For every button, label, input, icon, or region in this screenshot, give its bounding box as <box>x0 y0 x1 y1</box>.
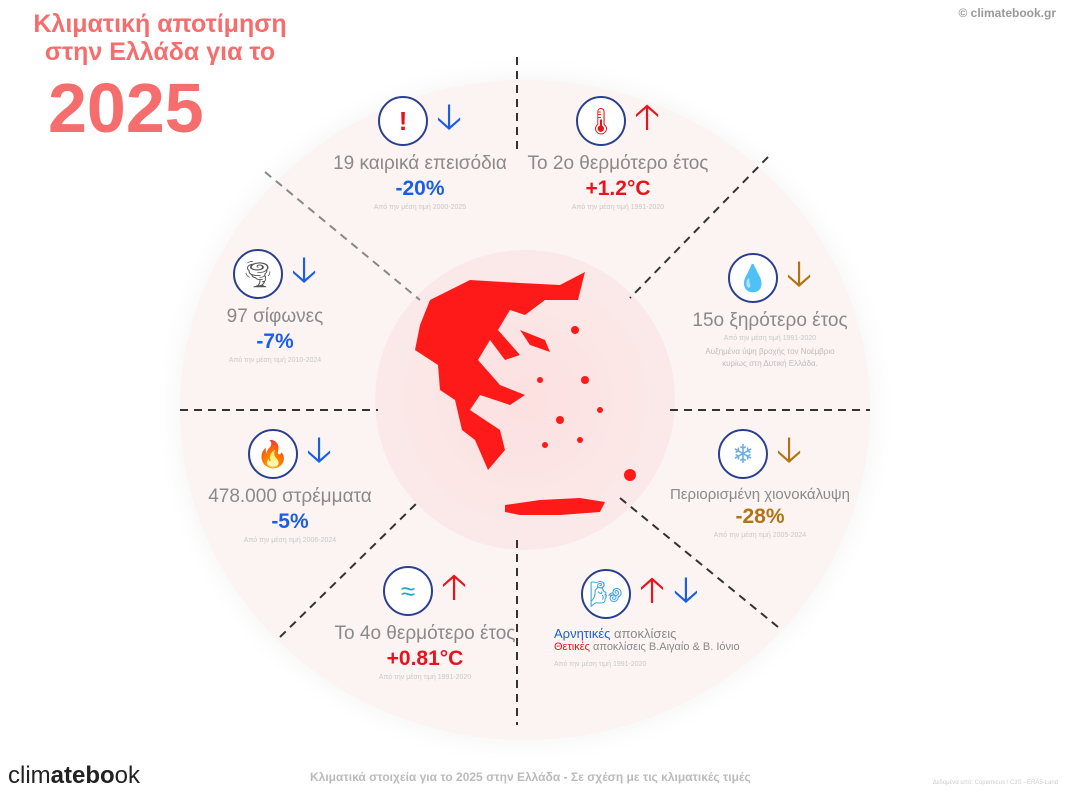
sector-sea: ≈ 🡡 Το 4ο θερμότερο έτος +0.81°C Από την … <box>315 565 535 682</box>
footer-caption: Κλιματικά στοιχεία για το 2025 στην Ελλά… <box>310 770 751 784</box>
arrow-up-icon: 🡡 <box>441 565 467 607</box>
wind-negative: Αρνητικές αποκλίσεις <box>530 626 750 641</box>
title-line-2: στην Ελλάδα για το <box>44 38 276 66</box>
arrow-down-icon: 🡣 <box>673 568 699 610</box>
divider-bottom-left <box>279 499 421 638</box>
sector-source: Από την μέση τιμή 2000-2025 <box>373 204 467 211</box>
page-title: Κλιματική αποτίμηση στην Ελλάδα για το <box>10 10 310 66</box>
divider-top-left <box>264 171 421 301</box>
sector-label: 15ο ξηρότερο έτος <box>692 310 848 331</box>
sector-value: -28% <box>735 505 785 528</box>
brand-logo: climatebook <box>8 762 140 790</box>
sector-value: -20% <box>395 177 445 200</box>
arrow-up-icon: 🡡 <box>639 568 665 610</box>
greece-map <box>415 272 636 515</box>
arrow-down-icon: 🡣 <box>291 248 317 290</box>
sector-label: 19 καιρικά επεισόδια <box>333 153 507 174</box>
arrow-down-icon: 🡣 <box>436 95 462 137</box>
title-line-1: Κλιματική αποτίμηση <box>33 10 287 38</box>
tornado-icon: 🌪 <box>233 249 284 299</box>
sector-source: Από την μέση τιμή 1991-2020 <box>378 674 472 681</box>
sector-source: Από την μέση τιμή 1991-2020 <box>723 335 817 342</box>
arrow-up-icon: 🡡 <box>634 95 660 137</box>
crete <box>505 498 605 515</box>
sector-label: Το 4ο θερμότερο έτος <box>334 623 516 644</box>
sector-snow: ❄ 🡣 Περιορισμένη χιονοκάλυψη -28% Από την… <box>650 428 870 540</box>
brand-part-bold: atebo <box>50 762 115 789</box>
sector-wind: 🌬 🡡 🡣 Αρνητικές αποκλίσεις Θετικές αποκλίσ… <box>530 568 750 669</box>
sector-label: 478.000 στρέμματα <box>208 486 372 507</box>
footer-sources: Δεδομένα από: Copernicus / C3S - ERA5-La… <box>932 780 1058 786</box>
positive-rest: αποκλίσεις Β.Αιγαίο & Β. Ιόνιο <box>589 641 740 653</box>
title-year: 2025 <box>48 69 204 147</box>
sector-value: +0.81°C <box>386 647 464 670</box>
arrow-down-icon: 🡣 <box>786 252 812 294</box>
exclamation-icon: ! <box>378 96 429 146</box>
sector-value: +1.2°C <box>585 177 651 200</box>
brand-part: ok <box>114 762 141 789</box>
sector-source: Από την μέση τιμή 2005-2024 <box>713 532 807 539</box>
thermometer-icon: 🌡 <box>576 96 627 146</box>
divider-top-right <box>629 156 769 299</box>
wind-positive: Θετικές αποκλίσεις Β.Αιγαίο & Β. Ιόνιο <box>530 641 750 653</box>
negative-rest: αποκλίσεις <box>610 626 677 641</box>
sector-value: -7% <box>256 330 294 353</box>
sector-note: Αυξημένα ύψη βροχής τον Νοέμβριο κυρίως … <box>705 347 835 368</box>
sector-tornadoes: 🌪 🡣 97 σίφωνες -7% Από την μέση τιμή 2010… <box>165 248 385 365</box>
sector-source: Από την μέση τιμή 2010-2024 <box>228 357 322 364</box>
mainland <box>415 272 585 470</box>
divider-bottom-right <box>619 497 779 628</box>
sector-source: Από την μέση τιμή 1991-2020 <box>571 204 665 211</box>
wind-icon: 🌬 <box>581 569 632 619</box>
water-drops-icon: 💧 <box>728 253 779 303</box>
sector-source: Από την μέση τιμή 2006-2024 <box>243 537 337 544</box>
sector-temperature: 🌡 🡡 Το 2ο θερμότερο έτος +1.2°C Από την μ… <box>508 95 728 212</box>
sector-label: 97 σίφωνες <box>226 306 324 327</box>
sector-label: Περιορισμένη χιονοκάλυψη <box>670 486 850 503</box>
snowflake-icon: ❄ <box>718 429 769 479</box>
sector-fires: 🔥 🡣 478.000 στρέμματα -5% Από την μέση τι… <box>180 428 400 545</box>
evia <box>520 330 550 352</box>
sector-weather-events: ! 🡣 19 καιρικά επεισόδια -20% Από την μέσ… <box>310 95 530 212</box>
positive-label: Θετικές <box>554 641 590 653</box>
fire-icon: 🔥 <box>248 429 299 479</box>
arrow-down-icon: 🡣 <box>776 428 802 470</box>
sector-label: Το 2ο θερμότερο έτος <box>527 153 709 174</box>
sea-waves-icon: ≈ <box>383 566 434 616</box>
sector-drought: 💧 🡣 15ο ξηρότερο έτος Από την μέση τιμή 1… <box>660 252 880 370</box>
sector-value: -5% <box>271 510 309 533</box>
copyright: © climatebook.gr <box>958 6 1056 20</box>
sector-source: Από την μέση τιμή 1991-2020 <box>554 661 647 668</box>
brand-part: clim <box>8 762 51 789</box>
negative-label: Αρνητικές <box>554 626 611 641</box>
arrow-down-icon: 🡣 <box>306 428 332 470</box>
